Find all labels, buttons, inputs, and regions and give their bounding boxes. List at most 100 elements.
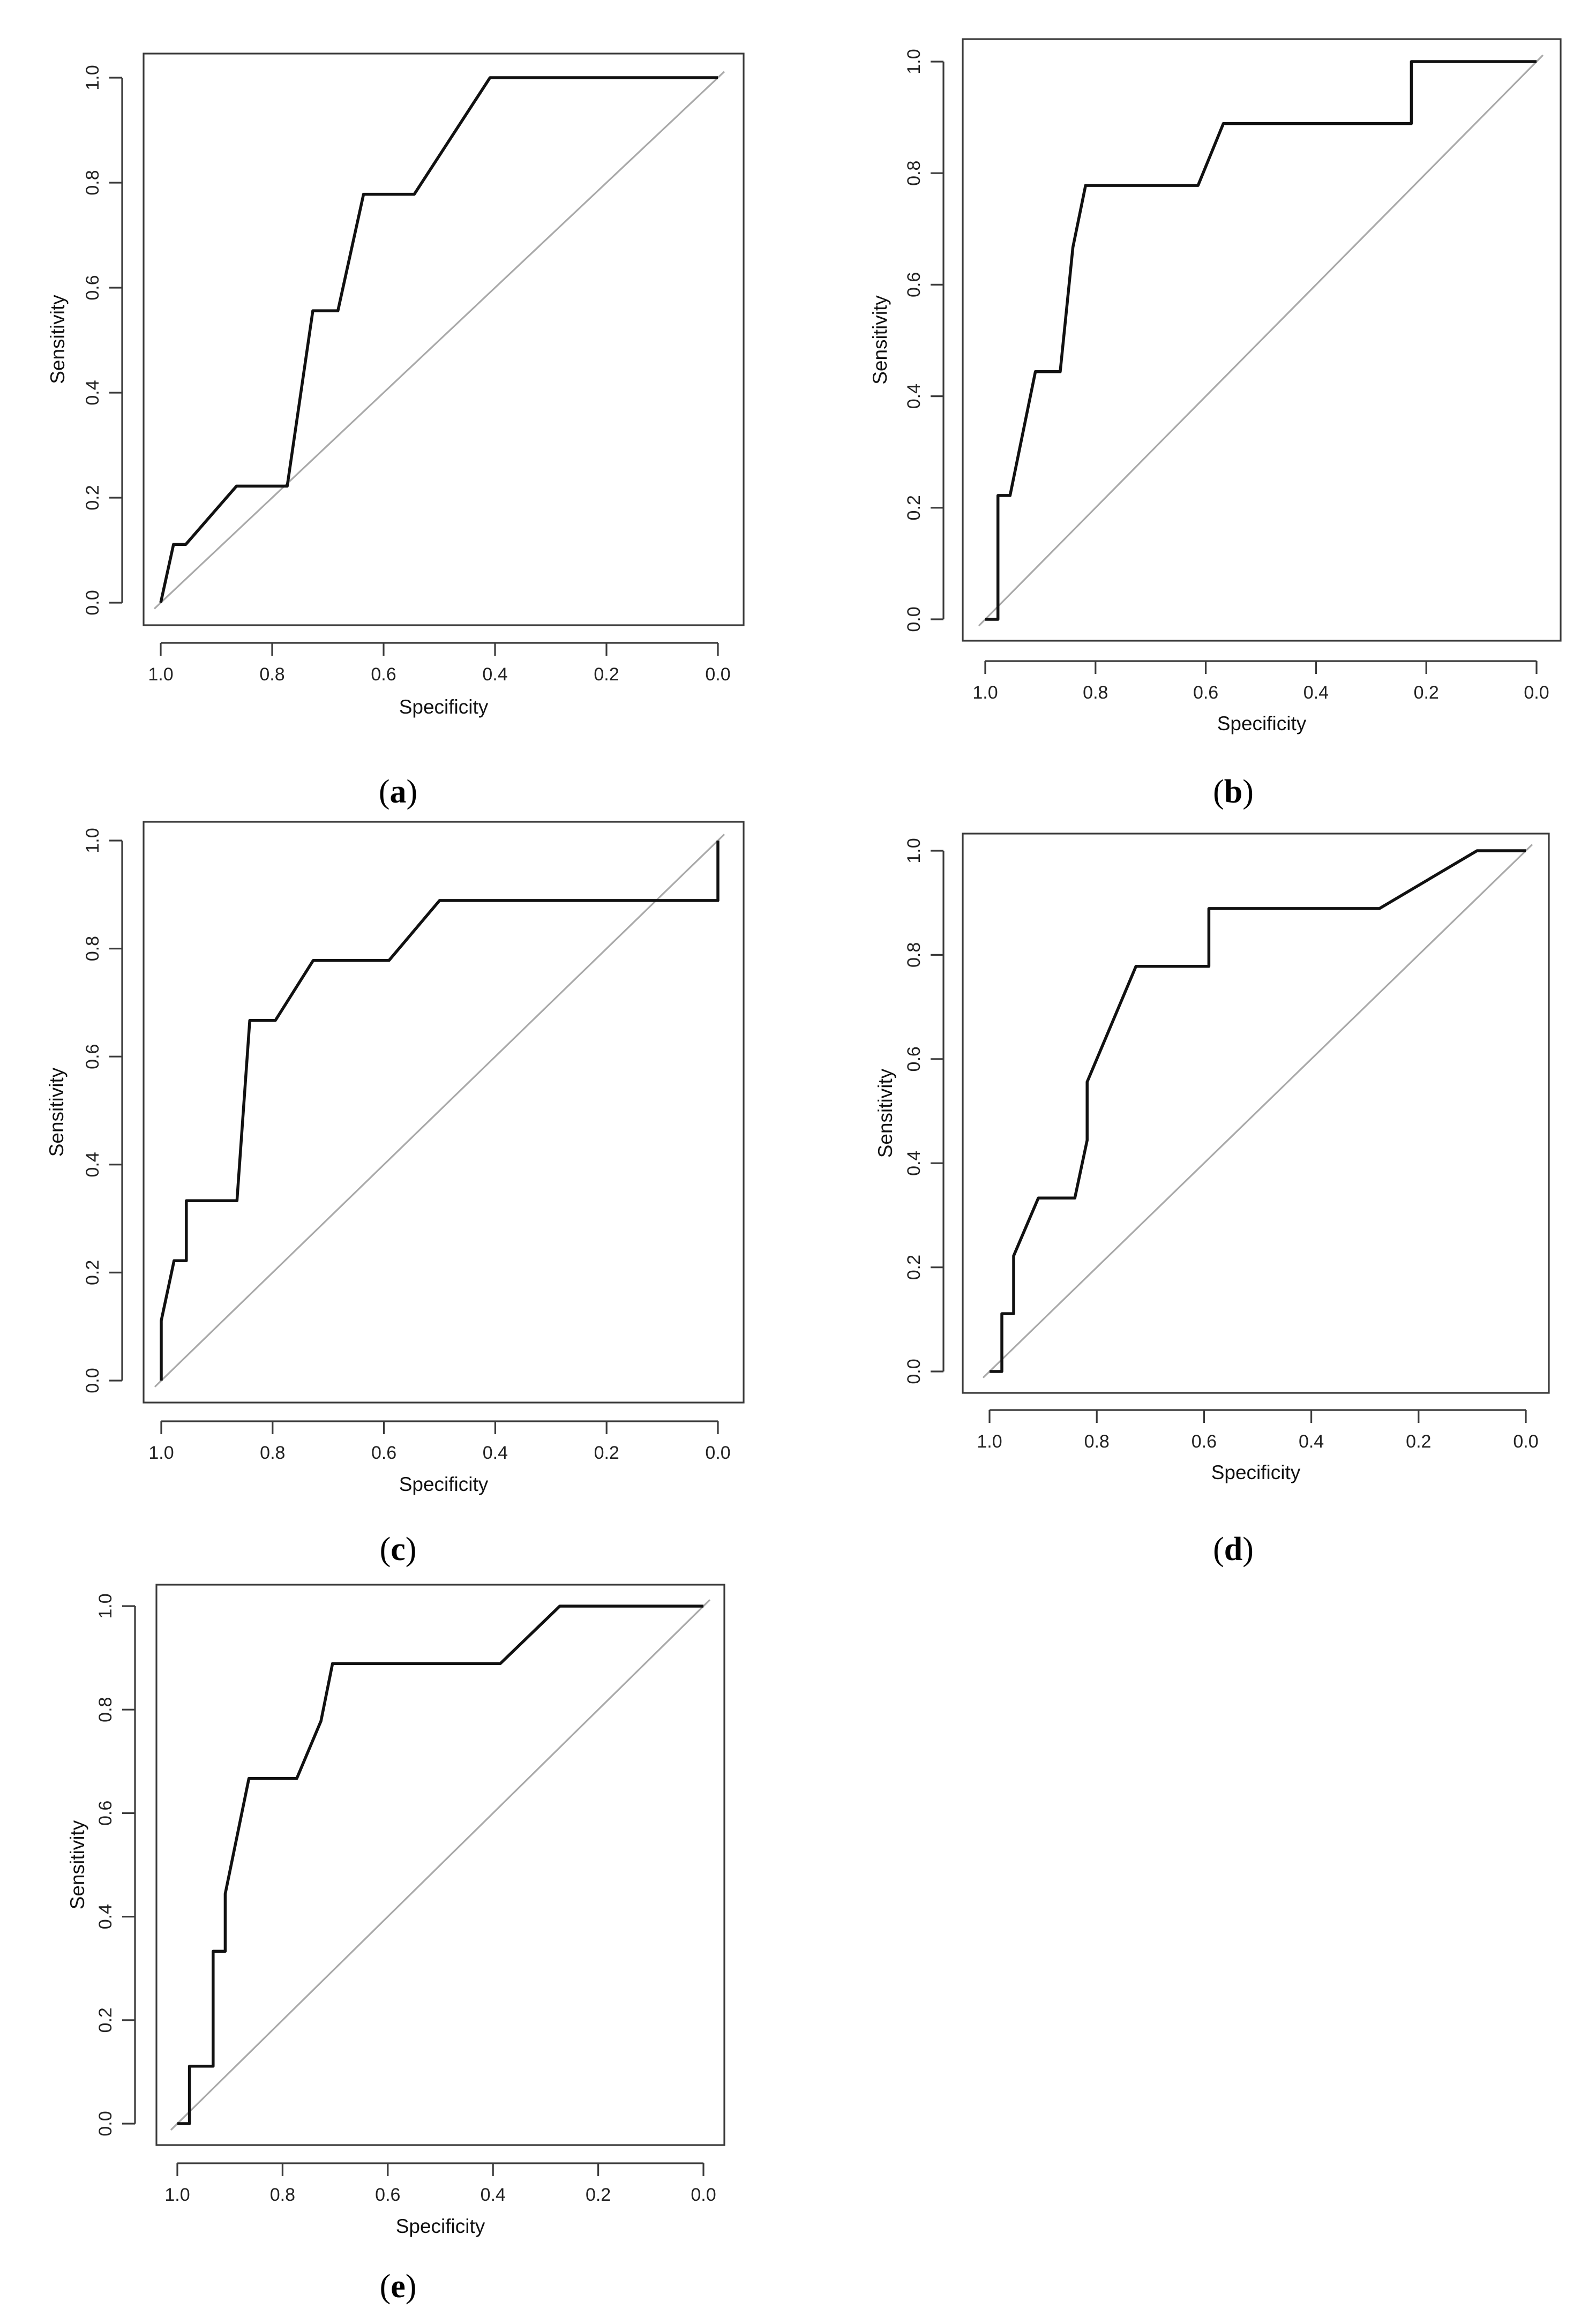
chart-panel-d: 1.0 0.8 0.6 0.4 0.2 0.0Specificity0.00.20.40.… bbox=[874, 833, 1550, 1568]
y-tick-label: 0.8 bbox=[83, 170, 103, 195]
x-tick-label: 0.0 bbox=[691, 2185, 716, 2205]
y-tick-label: 0.4 bbox=[904, 1151, 924, 1176]
x-tick-label: 0.8 bbox=[260, 1443, 285, 1463]
caption-paren-close: ) bbox=[1242, 774, 1254, 810]
caption-letter: e bbox=[391, 2268, 406, 2305]
x-tick-label: 0.8 bbox=[270, 2185, 295, 2205]
y-axis: 0.0 0.2 0.4 0.6 0.8 1.0 Sensitivity bbox=[869, 49, 945, 632]
reference-diagonal-line bbox=[170, 1599, 711, 2131]
caption-paren-open: ( bbox=[1213, 1531, 1224, 1568]
plot-frame bbox=[962, 833, 1550, 1394]
y-tick-label: 0.8 bbox=[83, 936, 103, 961]
y-tick-label: 0.0 bbox=[904, 606, 924, 632]
panel-caption: (c) bbox=[380, 1531, 417, 1568]
y-tick-label: 0.8 bbox=[904, 942, 924, 968]
x-tick-label: 0.2 bbox=[1406, 1431, 1431, 1452]
x-tick-label: 0.6 bbox=[371, 664, 396, 685]
plot-frame bbox=[155, 1584, 725, 2146]
caption-letter: b bbox=[1224, 774, 1242, 810]
x-tick-label: 1.0 bbox=[977, 1431, 1002, 1452]
reference-diagonal-line bbox=[978, 54, 1544, 627]
caption-paren-close: ) bbox=[406, 2268, 417, 2305]
y-axis: 0.0 0.2 0.4 0.6 0.8 1.0 Sensitivity bbox=[47, 65, 123, 616]
x-tick-label: 0.6 bbox=[371, 1443, 396, 1463]
x-tick-label: 0.4 bbox=[1299, 1431, 1324, 1452]
caption-paren-close: ) bbox=[1242, 1531, 1254, 1568]
caption-letter: a bbox=[390, 774, 407, 810]
x-tick-label: 0.0 bbox=[705, 664, 730, 685]
x-axis: 1.0 0.8 0.6 0.4 0.2 0.0 Specificity bbox=[972, 660, 1549, 734]
caption-letter: d bbox=[1224, 1531, 1242, 1568]
x-axis-label: Specificity bbox=[399, 696, 489, 718]
y-axis: 0.0 0.2 0.4 0.6 0.8 1.0 Sensitivity bbox=[46, 828, 123, 1393]
roc-curve-line bbox=[160, 841, 720, 1381]
y-tick-label: 0.0 bbox=[904, 1359, 924, 1384]
y-tick-label: 0.6 bbox=[83, 275, 103, 300]
x-axis-label: Specificity bbox=[396, 2215, 485, 2237]
y-axis-label: Sensitivity bbox=[66, 1820, 88, 1909]
reference-diagonal-line bbox=[153, 71, 725, 610]
y-axis: 0.0 0.2 0.4 0.6 0.8 1.0 Sensitivity bbox=[874, 838, 945, 1384]
x-tick-label: 1.0 bbox=[972, 683, 998, 703]
y-tick-label: 1.0 bbox=[83, 65, 103, 90]
x-axis: 1.0 0.8 0.6 0.4 0.2 0.0 Specificity bbox=[148, 1420, 731, 1495]
y-tick-label: 1.0 bbox=[904, 49, 924, 74]
reference-diagonal-line bbox=[982, 844, 1533, 1378]
x-tick-label: 0.0 bbox=[1524, 683, 1549, 703]
x-tick-label: 0.8 bbox=[259, 664, 284, 685]
y-tick-label: 1.0 bbox=[95, 1593, 116, 1618]
x-tick-label: 0.6 bbox=[1192, 1431, 1217, 1452]
x-tick-label: 0.4 bbox=[1303, 683, 1329, 703]
x-axis-label: Specificity bbox=[1217, 713, 1307, 734]
x-axis: 1.0 0.8 0.6 0.4 0.2 0.0 Specificity bbox=[148, 642, 731, 718]
y-tick-label: 0.2 bbox=[95, 2007, 116, 2033]
x-tick-label: 0.2 bbox=[586, 2185, 611, 2205]
x-tick-label: 0.2 bbox=[1414, 683, 1439, 703]
y-tick-label: 1.0 bbox=[83, 828, 103, 853]
x-tick-label: 0.4 bbox=[483, 1443, 508, 1463]
y-axis-label: Sensitivity bbox=[47, 295, 69, 384]
roc-curve-line bbox=[159, 76, 718, 603]
y-tick-label: 0.4 bbox=[95, 1904, 116, 1929]
y-tick-label: 0.8 bbox=[95, 1697, 116, 1722]
reference-diagonal-line bbox=[154, 834, 725, 1388]
y-tick-label: 0.2 bbox=[83, 485, 103, 510]
roc-curve-line bbox=[990, 849, 1526, 1373]
x-tick-label: 0.2 bbox=[594, 1443, 619, 1463]
panel-caption: (a) bbox=[379, 774, 417, 810]
plot-frame bbox=[143, 821, 745, 1404]
x-axis-label: Specificity bbox=[1211, 1461, 1301, 1483]
chart-panel-a: 1.0 0.8 0.6 0.4 0.2 0.0Specificity0.00.20.40.… bbox=[47, 53, 745, 810]
caption-paren-close: ) bbox=[406, 1531, 417, 1568]
y-tick-label: 0.0 bbox=[83, 1368, 103, 1393]
caption-paren-open: ( bbox=[379, 774, 390, 810]
y-tick-label: 0.6 bbox=[83, 1044, 103, 1069]
caption-paren-open: ( bbox=[380, 1531, 391, 1568]
plot-frame bbox=[962, 38, 1562, 642]
x-tick-label: 0.4 bbox=[481, 2185, 506, 2205]
chart-panel-c: 1.0 0.8 0.6 0.4 0.2 0.0Specificity0.00.20.40.… bbox=[46, 821, 745, 1568]
plot-frame bbox=[143, 53, 745, 626]
caption-paren-close: ) bbox=[407, 774, 418, 810]
roc-curve-line bbox=[177, 1605, 703, 2125]
panel-caption: (e) bbox=[380, 2268, 417, 2305]
x-axis: 1.0 0.8 0.6 0.4 0.2 0.0 Specificity bbox=[977, 1409, 1539, 1483]
y-tick-label: 0.4 bbox=[83, 1152, 103, 1177]
y-tick-label: 1.0 bbox=[904, 838, 924, 863]
x-tick-label: 1.0 bbox=[148, 1443, 174, 1463]
chart-panel-b: 1.0 0.8 0.6 0.4 0.2 0.0Specificity0.00.20.40.… bbox=[869, 38, 1562, 810]
x-tick-label: 0.0 bbox=[705, 1443, 730, 1463]
panel-caption: (d) bbox=[1213, 1531, 1254, 1568]
chart-panel-e: 1.0 0.8 0.6 0.4 0.2 0.0Specificity0.00.20.40.… bbox=[66, 1584, 725, 2305]
x-tick-label: 1.0 bbox=[148, 664, 173, 685]
y-tick-label: 0.2 bbox=[904, 1255, 924, 1280]
x-tick-label: 0.0 bbox=[1513, 1431, 1538, 1452]
panel-caption: (b) bbox=[1213, 774, 1254, 810]
y-axis: 0.0 0.2 0.4 0.6 0.8 1.0 Sensitivity bbox=[66, 1593, 136, 2136]
y-tick-label: 0.0 bbox=[95, 2111, 116, 2136]
y-tick-label: 0.6 bbox=[904, 272, 924, 297]
caption-paren-open: ( bbox=[1213, 774, 1224, 810]
x-axis-label: Specificity bbox=[399, 1473, 489, 1495]
x-tick-label: 0.4 bbox=[482, 664, 507, 685]
y-tick-label: 0.2 bbox=[904, 495, 924, 520]
